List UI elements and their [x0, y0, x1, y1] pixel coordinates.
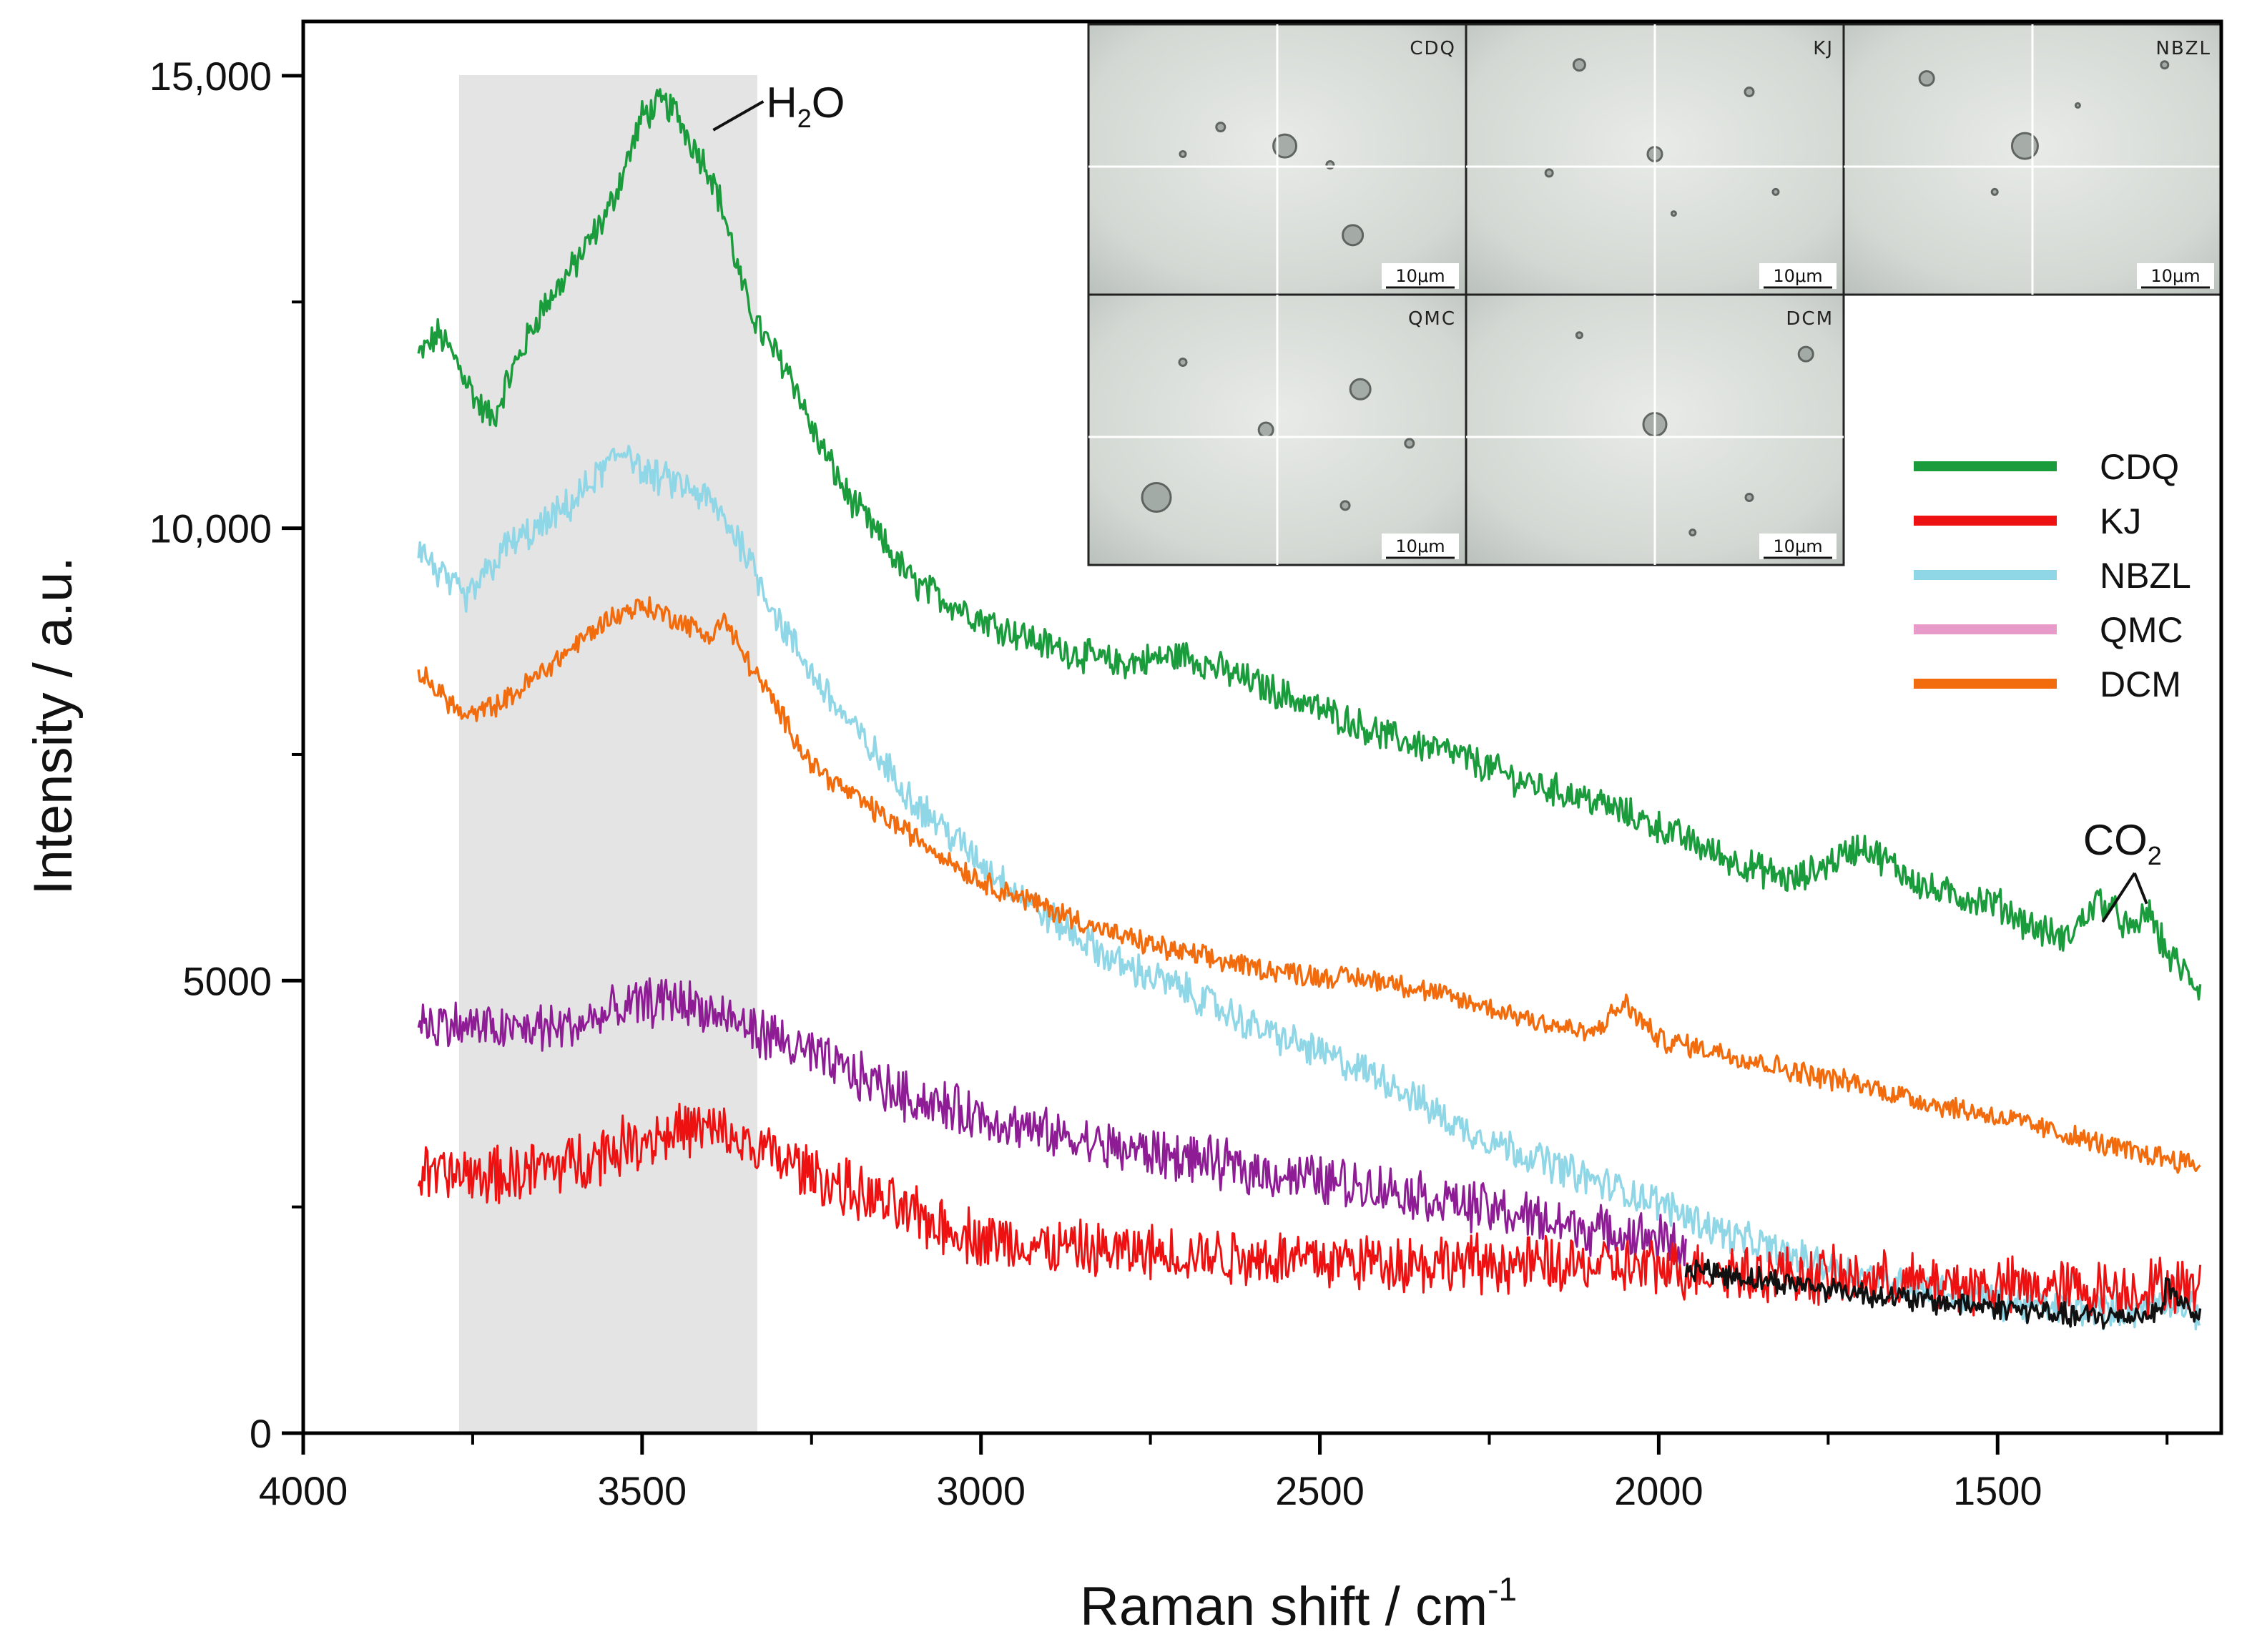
scale-bar-label: 10μm	[1395, 266, 1445, 286]
y-tick-label-10000: 10,000	[149, 506, 272, 551]
inset-panel-qmc: QMC 10μm	[1087, 293, 1467, 566]
x-axis-title-text: Raman shift / cm	[1080, 1576, 1488, 1637]
series-line-kj	[417, 1102, 2202, 1320]
inclusion-blob	[2010, 132, 2039, 160]
inclusion-blob	[1179, 149, 1187, 158]
h2o-annotation-sub: 2	[797, 104, 812, 133]
inclusion-blob	[1178, 358, 1188, 367]
co2-leader-left	[2101, 872, 2136, 923]
scale-bar-background	[2137, 263, 2214, 289]
scale-bar-label: 10μm	[1773, 536, 1822, 556]
inclusion-blob	[2074, 102, 2081, 109]
inclusion-blob	[1272, 133, 1298, 159]
y-axis-title: Intensity / a.u.	[23, 556, 84, 895]
inclusion-blob	[1918, 70, 1935, 87]
inset-panel-label-cdq: CDQ	[1410, 38, 1456, 59]
axis-layer: 4000 3500 3000 2500 2000 1500 0 5000 10,000 15,00…	[149, 54, 2169, 1513]
inset-panel-label-dcm: DCM	[1786, 308, 1834, 330]
y-tick-label-5000: 5000	[182, 958, 272, 1003]
co2-annotation-sub: 2	[2148, 841, 2162, 870]
x-tick-label-4000: 4000	[259, 1468, 348, 1513]
legend-label-cdq: CDQ	[2100, 447, 2179, 487]
co2-leader-right	[2133, 872, 2148, 905]
inclusion-photo-inset: CDQ 10μm KJ 10μm NBZL 10μm QMC 10μm DCM 10μm	[1087, 23, 2223, 566]
inclusion-blob	[1688, 528, 1697, 537]
legend-label-dcm: DCM	[2100, 664, 2181, 704]
y-tick-label-0: 0	[250, 1411, 272, 1456]
x-tick-label-2000: 2000	[1614, 1468, 1703, 1513]
inset-panel-label-qmc: QMC	[1408, 308, 1456, 330]
h2o-highlight-band	[458, 75, 757, 1433]
inclusion-blob	[1990, 187, 1999, 196]
x-tick-label-3500: 3500	[598, 1468, 687, 1513]
inclusion-blob	[1257, 421, 1274, 438]
legend: CDQ KJ NBZL QMC DCM	[1914, 447, 2191, 704]
h2o-annotation-h: H	[766, 79, 797, 127]
inclusion-blob	[1744, 87, 1755, 97]
co2-annotation: CO2	[2083, 816, 2162, 870]
co2-annotation-leaders	[2101, 872, 2148, 923]
series-line-nbzl	[417, 444, 2201, 1331]
inclusion-blob	[1771, 187, 1780, 196]
inclusion-blob	[1544, 168, 1554, 178]
inclusion-blob	[1797, 345, 1814, 363]
inclusion-blob	[2160, 60, 2170, 70]
inset-panel-dcm: DCM 10μm	[1465, 293, 1845, 566]
series-line-dcm	[417, 596, 2201, 1174]
inclusion-blob	[1215, 122, 1226, 133]
inclusion-blob	[1339, 500, 1351, 511]
h2o-annotation-leader	[712, 100, 764, 132]
y-tick-label-15000: 15,000	[149, 54, 272, 99]
inset-panel-kj: KJ 10μm	[1465, 23, 1845, 296]
scale-bar-background	[1759, 534, 1837, 559]
inset-panel-label-kj: KJ	[1813, 38, 1834, 59]
legend-label-nbzl: NBZL	[2100, 556, 2191, 596]
series-line-cdq	[417, 88, 2202, 1001]
series-layer	[417, 88, 2202, 1331]
inset-panel-label-nbzl: NBZL	[2155, 38, 2211, 59]
legend-label-qmc: QMC	[2100, 610, 2183, 650]
inclusion-blob	[1404, 438, 1415, 449]
series-line-qmc	[417, 977, 1687, 1267]
scale-bar-label: 10μm	[1773, 266, 1822, 286]
scale-bar-background	[1759, 263, 1837, 289]
x-tick-label-1500: 1500	[1953, 1468, 2042, 1513]
scale-bar-background	[1382, 534, 1459, 559]
plot-frame	[301, 19, 2223, 1435]
h2o-annotation-o: O	[812, 79, 845, 127]
scale-bar-label: 10μm	[2150, 266, 2200, 286]
x-tick-label-3000: 3000	[936, 1468, 1026, 1513]
legend-label-kj: KJ	[2100, 501, 2141, 541]
inclusion-blob	[1744, 493, 1754, 502]
x-tick-label-2500: 2500	[1275, 1468, 1365, 1513]
inset-panel-cdq: CDQ 10μm	[1087, 23, 1467, 296]
inclusion-blob	[1575, 331, 1583, 340]
x-axis-title-superscript: -1	[1488, 1570, 1517, 1608]
h2o-annotation: H2O	[766, 79, 845, 133]
co2-annotation-co: CO	[2083, 816, 2148, 864]
series-line-overlap	[1684, 1259, 2202, 1330]
inclusion-blob	[1349, 378, 1372, 400]
scale-bar-label: 10μm	[1395, 536, 1445, 556]
x-axis-title: Raman shift / cm-1	[1080, 1570, 1517, 1637]
scale-bar-background	[1382, 263, 1459, 289]
inclusion-blob	[1670, 210, 1677, 217]
inset-panel-nbzl: NBZL 10μm	[1842, 23, 2223, 296]
inclusion-blob	[1572, 58, 1586, 72]
inclusion-blob	[1342, 224, 1365, 247]
inclusion-blob	[1141, 482, 1172, 513]
